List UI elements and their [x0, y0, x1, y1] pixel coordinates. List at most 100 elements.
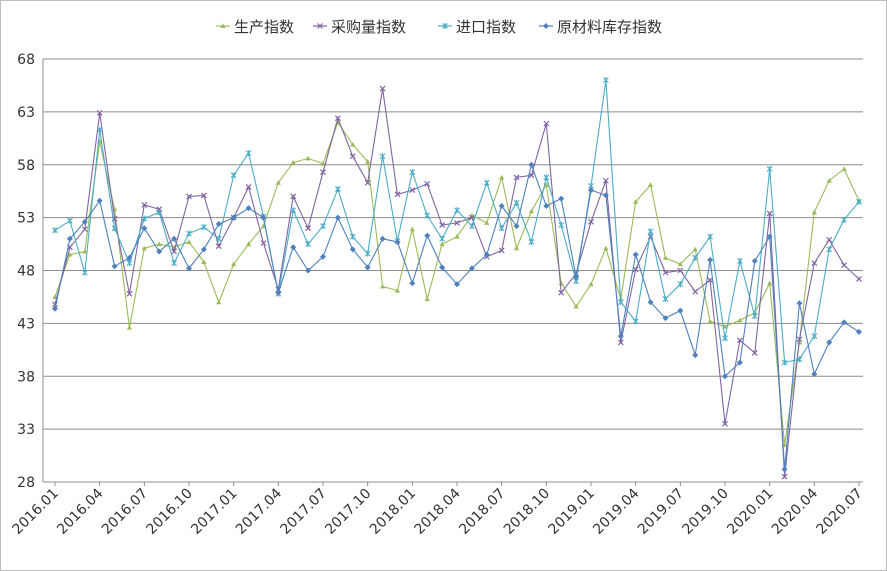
x-tick-label: 2019.07	[635, 486, 687, 538]
data-point	[767, 280, 773, 286]
data-point	[454, 281, 460, 288]
y-tick-label: 38	[17, 369, 35, 385]
data-point	[751, 350, 758, 356]
series-3	[52, 77, 862, 366]
data-point	[156, 248, 163, 255]
data-point	[305, 225, 312, 232]
data-point	[811, 333, 818, 340]
series-4	[52, 161, 862, 473]
data-point	[454, 207, 460, 214]
data-point	[796, 356, 803, 363]
data-point	[126, 325, 133, 330]
legend-label: 生产指数	[234, 18, 294, 36]
data-point	[349, 246, 356, 253]
data-point	[781, 466, 788, 473]
data-point	[647, 182, 654, 187]
data-point	[290, 160, 296, 165]
data-point	[751, 257, 758, 264]
data-point	[841, 216, 847, 223]
data-point	[826, 236, 833, 243]
data-point	[796, 300, 803, 307]
data-point	[662, 269, 669, 276]
data-point	[543, 174, 550, 181]
x-tick-label: 2018.04	[412, 485, 464, 537]
data-point	[543, 120, 550, 127]
data-point	[513, 223, 520, 230]
y-tick-label: 68	[17, 52, 35, 68]
data-point	[424, 180, 431, 187]
data-point	[692, 254, 699, 261]
data-point	[811, 209, 817, 215]
data-point	[483, 251, 490, 258]
x-tick-label: 2016.10	[144, 486, 196, 538]
data-point	[498, 202, 505, 209]
data-point	[334, 115, 341, 122]
x-tick-label: 2018.07	[456, 486, 508, 538]
data-point	[513, 245, 520, 251]
data-point	[603, 77, 609, 84]
data-point	[439, 241, 445, 247]
data-point	[588, 281, 594, 287]
data-point	[186, 230, 192, 237]
series-line	[54, 80, 860, 364]
data-point	[365, 158, 371, 164]
data-point	[707, 318, 713, 324]
data-point	[200, 246, 207, 253]
data-point	[737, 257, 743, 264]
data-point	[632, 251, 639, 258]
data-point	[111, 225, 118, 232]
x-tick-label: 2020.07	[814, 486, 866, 538]
data-point	[409, 226, 415, 232]
data-point	[856, 328, 862, 335]
legend-marker	[317, 23, 323, 29]
data-point	[200, 192, 207, 199]
data-point	[245, 205, 252, 212]
data-point	[826, 178, 832, 183]
data-point	[558, 222, 565, 229]
data-point	[305, 155, 311, 161]
data-point	[454, 219, 460, 226]
y-tick-label: 58	[17, 158, 35, 174]
data-point	[424, 232, 431, 239]
series-lines	[52, 77, 862, 480]
data-point	[439, 222, 446, 228]
y-tick-label: 43	[17, 316, 35, 332]
data-point	[364, 179, 371, 186]
data-point	[141, 245, 147, 251]
data-point	[558, 289, 565, 296]
data-point	[781, 473, 788, 480]
data-point	[320, 223, 326, 230]
data-point	[841, 262, 848, 269]
data-point	[186, 193, 192, 200]
data-point	[335, 186, 341, 193]
data-point	[498, 225, 505, 232]
data-point	[633, 199, 639, 204]
data-point	[588, 187, 594, 194]
data-point	[260, 240, 267, 246]
data-point	[841, 319, 848, 326]
data-point	[468, 265, 475, 272]
data-point	[96, 126, 103, 133]
data-point	[126, 290, 133, 297]
y-tick-label: 28	[17, 475, 35, 491]
x-tick-label: 2019.01	[546, 486, 598, 538]
data-point	[543, 182, 549, 187]
data-point	[111, 263, 118, 270]
data-point	[305, 267, 312, 274]
data-point	[126, 260, 133, 267]
data-point	[617, 339, 624, 346]
x-tick-label: 2018.10	[501, 486, 553, 538]
data-point	[245, 184, 252, 190]
data-point	[766, 165, 773, 172]
data-point	[558, 280, 564, 286]
x-tick-label: 2019.10	[680, 486, 732, 538]
legend-label: 进口指数	[456, 18, 516, 36]
data-point	[811, 371, 818, 378]
data-point	[439, 264, 446, 271]
data-point	[364, 250, 371, 257]
data-point	[528, 161, 535, 168]
x-tick-label: 2016.01	[10, 486, 62, 538]
data-point	[290, 193, 297, 200]
data-point	[841, 166, 847, 171]
